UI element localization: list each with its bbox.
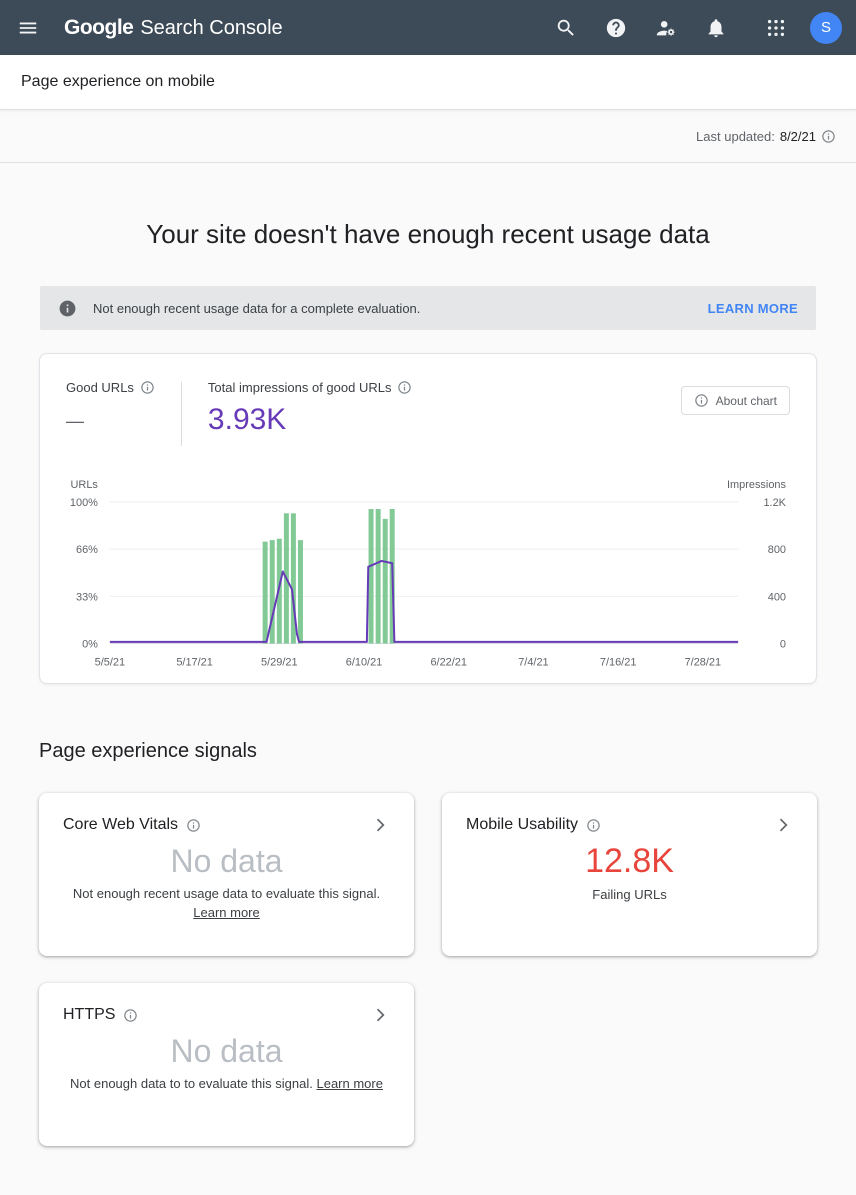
main-heading: Your site doesn't have enough recent usa… — [146, 219, 710, 249]
svg-text:66%: 66% — [76, 544, 98, 556]
card-value: 12.8K — [585, 842, 674, 881]
caption-text: Not enough recent usage data to evaluate… — [72, 886, 381, 902]
info-filled-icon — [58, 299, 77, 318]
about-chart-button[interactable]: About chart — [680, 386, 790, 415]
help-icon[interactable] — [604, 16, 628, 40]
chart-summary: Good URLs — Total impressions of good UR… — [66, 380, 790, 446]
svg-text:6/22/21: 6/22/21 — [430, 656, 467, 668]
divider — [180, 382, 182, 446]
manage-accounts-icon[interactable] — [654, 16, 678, 40]
card-title: Mobile Usability — [466, 816, 579, 834]
card-caption: Not enough data to to evaluate this sign… — [63, 1075, 390, 1094]
signals-grid: Core Web Vitals No data Not enough recen… — [39, 793, 817, 1147]
card-caption: Failing URLs — [466, 886, 793, 905]
svg-text:1.2K: 1.2K — [763, 497, 786, 509]
logo-product-text: Search Console — [140, 16, 283, 39]
svg-text:800: 800 — [768, 544, 786, 556]
info-icon[interactable] — [140, 380, 155, 395]
learn-more-link[interactable]: Learn more — [193, 905, 260, 921]
svg-text:5/29/21: 5/29/21 — [261, 656, 298, 668]
chevron-right-icon[interactable] — [773, 815, 793, 835]
good-urls-label: Good URLs — [66, 380, 134, 395]
learn-more-button[interactable]: LEARN MORE — [707, 300, 798, 316]
svg-text:7/4/21: 7/4/21 — [518, 656, 548, 668]
impressions-summary: Total impressions of good URLs 3.93K — [208, 380, 413, 437]
svg-text:5/17/21: 5/17/21 — [176, 656, 213, 668]
card-title: HTTPS — [63, 1006, 116, 1024]
good-urls-value: — — [66, 411, 84, 431]
mobile-usability-card[interactable]: Mobile Usability 12.8K Failing URLs — [442, 793, 817, 957]
last-updated-value: 8/2/21 — [779, 128, 816, 144]
topbar-actions: S — [528, 11, 842, 44]
impressions-label: Total impressions of good URLs — [207, 380, 392, 395]
svg-text:6/10/21: 6/10/21 — [346, 656, 383, 668]
good-urls-summary: Good URLs — — [66, 380, 155, 432]
notifications-icon[interactable] — [704, 16, 728, 40]
svg-text:33%: 33% — [76, 591, 98, 603]
svg-text:0%: 0% — [82, 639, 98, 651]
svg-text:URLs: URLs — [71, 479, 99, 491]
card-caption: Not enough recent usage data to evaluate… — [63, 885, 390, 923]
info-icon[interactable] — [123, 1008, 138, 1023]
search-icon[interactable] — [554, 16, 578, 40]
info-icon[interactable] — [586, 818, 601, 833]
signals-heading: Page experience signals — [39, 740, 257, 763]
chevron-right-icon[interactable] — [370, 1005, 390, 1025]
about-chart-label: About chart — [715, 393, 777, 408]
last-updated-row: Last updated: 8/2/21 — [0, 110, 856, 163]
menu-icon[interactable] — [16, 16, 40, 40]
avatar-letter: S — [820, 19, 831, 36]
info-icon[interactable] — [821, 129, 836, 144]
top-app-bar: Google Search Console — [0, 0, 856, 55]
info-icon[interactable] — [397, 380, 412, 395]
usage-chart-card: Good URLs — Total impressions of good UR… — [39, 353, 817, 685]
breadcrumb: Page experience on mobile — [0, 55, 856, 110]
apps-grid-icon[interactable] — [764, 16, 788, 40]
logo-google-text: Google — [64, 15, 134, 39]
page-title: Page experience on mobile — [21, 73, 215, 90]
impressions-value: 3.93K — [207, 403, 287, 436]
svg-text:Impressions: Impressions — [727, 479, 787, 491]
banner-message: Not enough recent usage data for a compl… — [93, 300, 421, 316]
svg-text:400: 400 — [768, 591, 786, 603]
info-banner: Not enough recent usage data for a compl… — [40, 286, 816, 330]
chevron-right-icon[interactable] — [370, 815, 390, 835]
https-card[interactable]: HTTPS No data Not enough data to to eval… — [39, 983, 414, 1147]
last-updated-label: Last updated: — [696, 128, 775, 144]
info-icon — [694, 393, 709, 408]
svg-text:0: 0 — [780, 639, 786, 651]
card-title: Core Web Vitals — [63, 816, 179, 834]
caption-text: Failing URLs — [592, 887, 667, 903]
caption-text: Not enough data to to evaluate this sign… — [70, 1076, 313, 1092]
svg-text:7/28/21: 7/28/21 — [685, 656, 722, 668]
usage-chart: URLs Impressions 100% 1.2K 66% 800 33% 400 0% 0 5/… — [70, 479, 787, 669]
core-web-vitals-card[interactable]: Core Web Vitals No data Not enough recen… — [39, 793, 414, 957]
app-logo[interactable]: Google Search Console — [64, 16, 283, 40]
svg-text:100%: 100% — [70, 497, 98, 509]
svg-text:7/16/21: 7/16/21 — [600, 656, 637, 668]
svg-text:5/5/21: 5/5/21 — [95, 656, 125, 668]
avatar[interactable]: S — [810, 11, 842, 44]
learn-more-link[interactable]: Learn more — [316, 1076, 383, 1092]
card-value: No data — [170, 1033, 283, 1070]
card-value: No data — [170, 843, 283, 880]
info-icon[interactable] — [186, 818, 201, 833]
